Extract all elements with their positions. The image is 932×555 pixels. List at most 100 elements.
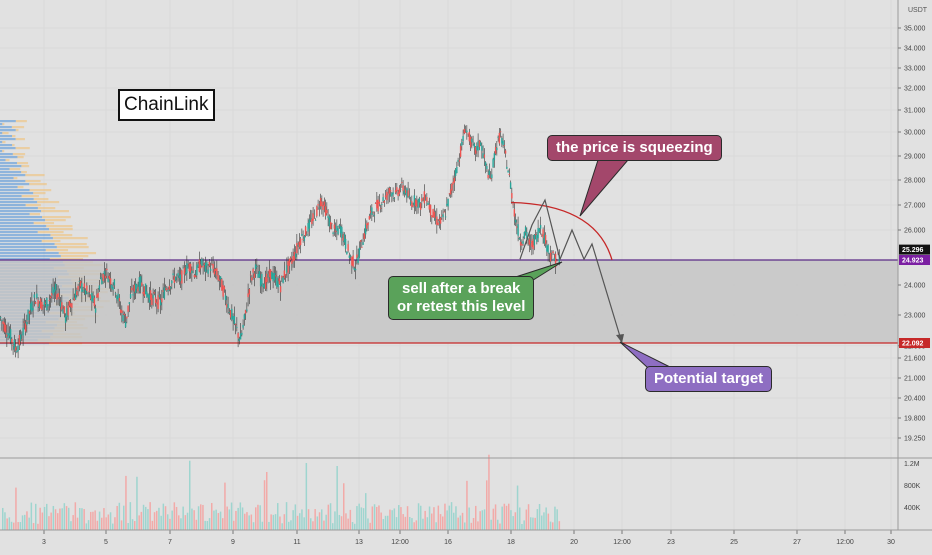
candle-body bbox=[232, 316, 234, 321]
volume-bar bbox=[422, 518, 424, 530]
profile-bar-sell bbox=[17, 186, 24, 189]
profile-bar-sell bbox=[49, 228, 73, 231]
candle-body bbox=[414, 199, 417, 206]
candle-body bbox=[349, 255, 352, 257]
volume-bar bbox=[263, 480, 266, 530]
candle-body bbox=[256, 266, 258, 267]
candle-body bbox=[183, 267, 186, 275]
candle-body bbox=[126, 316, 128, 319]
profile-bar-buy bbox=[0, 132, 3, 135]
candle-body bbox=[73, 297, 76, 301]
volume-bar bbox=[503, 503, 506, 530]
price-axis-ticks[interactable]: 35.000 34.000 33.000 32.000 31.000 30.000 29.0… bbox=[898, 26, 926, 443]
volume-bar bbox=[428, 506, 431, 530]
volume-bar bbox=[404, 516, 407, 530]
price-tick-label: 35.000 bbox=[904, 26, 926, 33]
time-tick-label: 27 bbox=[793, 539, 801, 546]
candle-body bbox=[101, 277, 103, 285]
candle-body bbox=[528, 238, 531, 245]
candle-body bbox=[534, 234, 537, 236]
time-tick-label: 30 bbox=[887, 539, 895, 546]
candle-body bbox=[121, 310, 123, 314]
candle-body bbox=[508, 173, 511, 176]
candle-body bbox=[338, 224, 341, 227]
candle-body bbox=[266, 273, 268, 283]
volume-bar bbox=[376, 506, 378, 530]
time-axis-ticks[interactable]: 3 5 7 9 11 13 12:00 16 18 20 12:00 23 25 27 12:00 30 bbox=[0, 529, 932, 546]
candle-body bbox=[79, 280, 82, 287]
candle-body bbox=[496, 147, 498, 151]
candle-body bbox=[458, 160, 461, 162]
price-tick-label: 32.000 bbox=[904, 86, 926, 93]
projection-arrowhead bbox=[616, 334, 624, 343]
volume-bar bbox=[472, 518, 475, 530]
candle-body bbox=[213, 269, 216, 275]
volume-bar bbox=[307, 509, 310, 530]
candle-body bbox=[467, 133, 469, 135]
volume-bar bbox=[459, 515, 462, 530]
candle-body bbox=[162, 290, 164, 292]
volume-bar bbox=[28, 517, 30, 530]
volume-bar bbox=[204, 520, 206, 530]
candle-body bbox=[381, 204, 383, 205]
candle-body bbox=[89, 295, 92, 299]
volume-bar bbox=[85, 523, 88, 530]
volume-bar bbox=[431, 513, 433, 530]
candle-body bbox=[9, 329, 12, 342]
volume-bar bbox=[369, 522, 371, 530]
candle-body bbox=[323, 201, 326, 207]
candle-body bbox=[242, 324, 244, 328]
candle-body bbox=[132, 294, 134, 296]
profile-bar-sell bbox=[56, 246, 89, 249]
annotation-sell-line-1: sell after a break bbox=[401, 280, 521, 297]
candle-body bbox=[138, 277, 141, 291]
candle-body bbox=[551, 259, 553, 261]
profile-bar-sell bbox=[2, 132, 9, 135]
candle-body bbox=[81, 283, 83, 292]
candle-body bbox=[76, 291, 78, 296]
candle-body bbox=[471, 138, 473, 142]
candle-body bbox=[139, 276, 142, 286]
candle-body bbox=[481, 145, 483, 151]
candle-body bbox=[541, 234, 543, 236]
profile-bar-sell bbox=[17, 156, 24, 159]
volume-bar bbox=[226, 506, 228, 530]
candle-body bbox=[352, 255, 354, 267]
volume-bar bbox=[409, 516, 411, 530]
time-tick-label: 12:00 bbox=[613, 539, 631, 546]
profile-bar-sell bbox=[52, 237, 88, 240]
candle-body bbox=[16, 350, 18, 353]
candle-body bbox=[168, 285, 171, 290]
volume-bar bbox=[105, 517, 107, 530]
volume-bar bbox=[175, 506, 178, 530]
candle-body bbox=[179, 274, 182, 281]
candle-body bbox=[231, 308, 233, 320]
candle-body bbox=[494, 147, 497, 154]
candle-body bbox=[2, 321, 4, 325]
candle-body bbox=[461, 141, 463, 146]
candle-body bbox=[332, 232, 334, 234]
candle-body bbox=[367, 222, 369, 226]
volume-bar bbox=[211, 502, 213, 530]
candle-body bbox=[173, 276, 176, 284]
volume-bar bbox=[57, 513, 59, 530]
candle-body bbox=[432, 209, 434, 218]
volume-bar bbox=[65, 506, 68, 530]
volume-bar bbox=[356, 506, 358, 530]
candle-body bbox=[311, 218, 313, 225]
candle-body bbox=[224, 295, 227, 301]
volume-bar bbox=[224, 482, 226, 530]
profile-bar-sell bbox=[25, 204, 41, 207]
candle-body bbox=[537, 228, 539, 239]
candle-body bbox=[77, 286, 79, 290]
candle-body bbox=[22, 327, 24, 336]
candle-body bbox=[191, 270, 193, 274]
candle-body bbox=[17, 345, 19, 352]
candle-body bbox=[511, 193, 513, 199]
volume-bar bbox=[48, 516, 50, 530]
volume-bar bbox=[107, 514, 110, 530]
candle-body bbox=[217, 275, 219, 281]
candle-body bbox=[431, 215, 433, 218]
candle-body bbox=[516, 226, 518, 228]
